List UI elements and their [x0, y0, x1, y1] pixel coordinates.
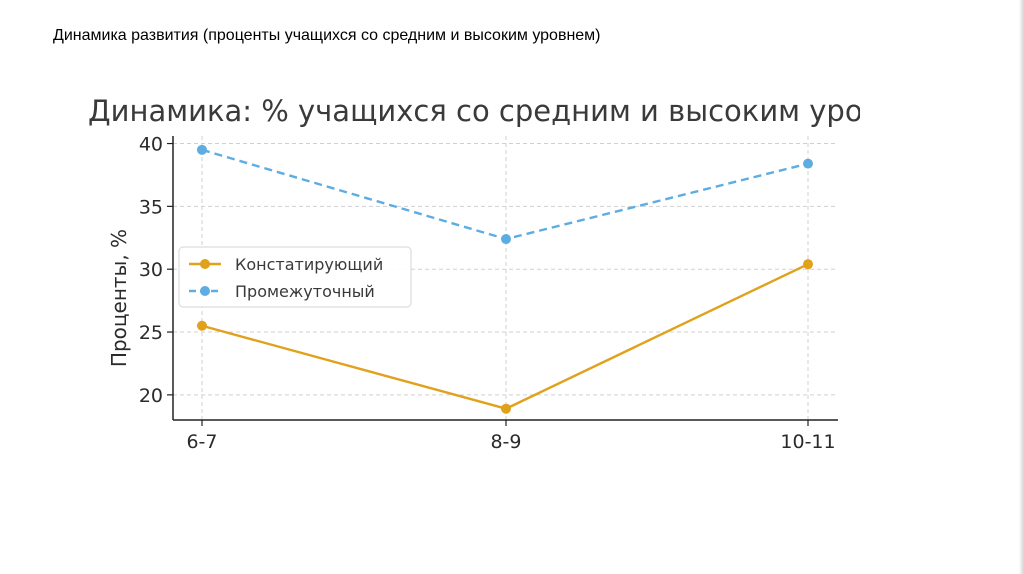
chart-figure: Динамика: % учащихся со средним и высоки…: [80, 90, 860, 460]
y-tick-label: 20: [139, 385, 163, 407]
series-line-2: [201, 148, 809, 241]
series-1-point: [803, 259, 813, 270]
y-tick-label: 35: [139, 196, 163, 218]
series-2-point: [197, 144, 207, 155]
legend-marker-2: [200, 286, 210, 296]
slide-edge-shadow: [1019, 0, 1024, 574]
chart-title: Динамика: % учащихся со средним и высоки…: [88, 94, 860, 128]
y-axis-label: Проценты, %: [107, 229, 131, 367]
line-chart: 20 25 30 35 40 6-7 8-9 10-11 Проценты, % Констати…: [107, 134, 838, 453]
series-1-point: [197, 320, 207, 331]
legend-marker-1: [200, 259, 210, 269]
x-tick-label: 6-7: [186, 431, 217, 453]
series-1-point: [501, 403, 511, 414]
y-tick-label: 30: [139, 259, 163, 281]
series-2-point: [803, 158, 813, 169]
slide-title: Динамика развития (проценты учащихся со …: [53, 27, 601, 44]
y-tick-label: 40: [139, 134, 163, 156]
legend-label-2: Промежуточный: [235, 282, 375, 301]
legend-box: [178, 246, 412, 308]
legend-label-1: Констатирующий: [235, 255, 383, 274]
series-2-point: [501, 234, 511, 245]
y-tick-label: 25: [139, 322, 163, 344]
x-tick-label: 10-11: [780, 431, 835, 453]
x-tick-label: 8-9: [490, 431, 521, 453]
